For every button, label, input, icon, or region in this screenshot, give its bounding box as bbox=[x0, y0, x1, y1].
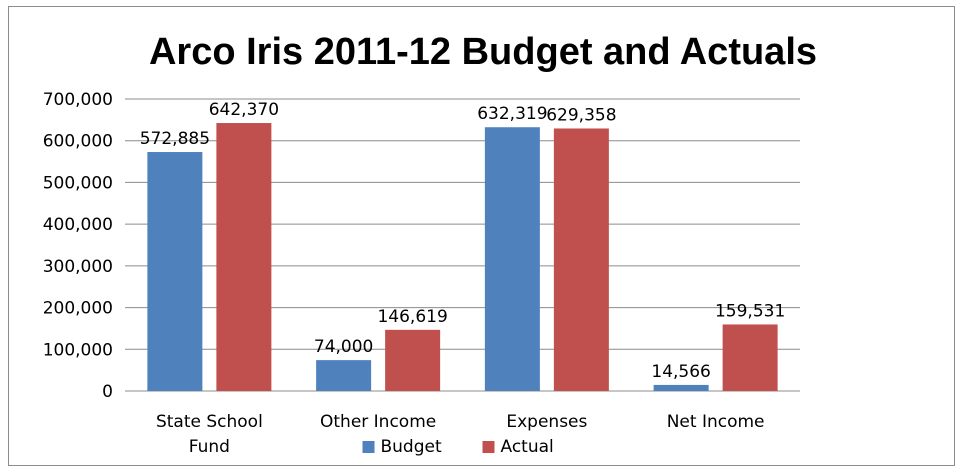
chart-frame: Arco Iris 2011-12 Budget and Actuals 572… bbox=[8, 6, 955, 466]
budget-bar bbox=[316, 360, 372, 391]
data-label: 14,566 bbox=[651, 362, 710, 382]
y-tick-label: 600,000 bbox=[43, 132, 113, 152]
actual-bar bbox=[385, 329, 441, 391]
actual-bar bbox=[553, 128, 609, 391]
x-tick-label: State School bbox=[156, 412, 263, 432]
budget-bar bbox=[147, 152, 203, 391]
chart-title: Arco Iris 2011-12 Budget and Actuals bbox=[149, 31, 817, 73]
x-tick-label: Other Income bbox=[320, 412, 436, 432]
y-tick-label: 0 bbox=[102, 382, 113, 402]
actual-bar bbox=[216, 123, 272, 391]
y-tick-label: 500,000 bbox=[43, 173, 113, 193]
bar-chart: Arco Iris 2011-12 Budget and Actuals 572… bbox=[43, 31, 817, 457]
data-label: 159,531 bbox=[715, 301, 785, 321]
budget-bar bbox=[653, 384, 709, 391]
y-tick-label: 100,000 bbox=[43, 340, 113, 360]
actual-bar bbox=[722, 324, 778, 391]
y-tick-label: 700,000 bbox=[43, 90, 113, 110]
x-tick-label: Expenses bbox=[506, 412, 587, 432]
x-tick-label: Net Income bbox=[667, 412, 765, 432]
y-tick-label: 300,000 bbox=[43, 257, 113, 277]
y-tick-label: 400,000 bbox=[43, 215, 113, 235]
legend-swatch-actual bbox=[482, 441, 495, 453]
data-label: 642,370 bbox=[209, 100, 279, 120]
legend: Budget Actual bbox=[362, 437, 554, 457]
legend-swatch-budget bbox=[362, 441, 375, 453]
data-label: 572,885 bbox=[140, 129, 210, 149]
legend-label-budget: Budget bbox=[381, 437, 442, 457]
budget-bar bbox=[484, 127, 540, 392]
data-label: 146,619 bbox=[377, 307, 447, 327]
y-axis: 0 100,000 200,000 300,000 400,000 500,000 600,… bbox=[43, 90, 113, 402]
y-tick-label: 200,000 bbox=[43, 299, 113, 319]
data-label: 629,358 bbox=[546, 105, 616, 125]
data-label: 74,000 bbox=[314, 337, 373, 357]
legend-label-actual: Actual bbox=[501, 437, 554, 457]
bars bbox=[147, 123, 778, 392]
data-label: 632,319 bbox=[477, 104, 547, 124]
x-tick-label: Fund bbox=[189, 437, 230, 457]
x-axis: State School Fund Other Income Expenses Net … bbox=[156, 412, 765, 457]
